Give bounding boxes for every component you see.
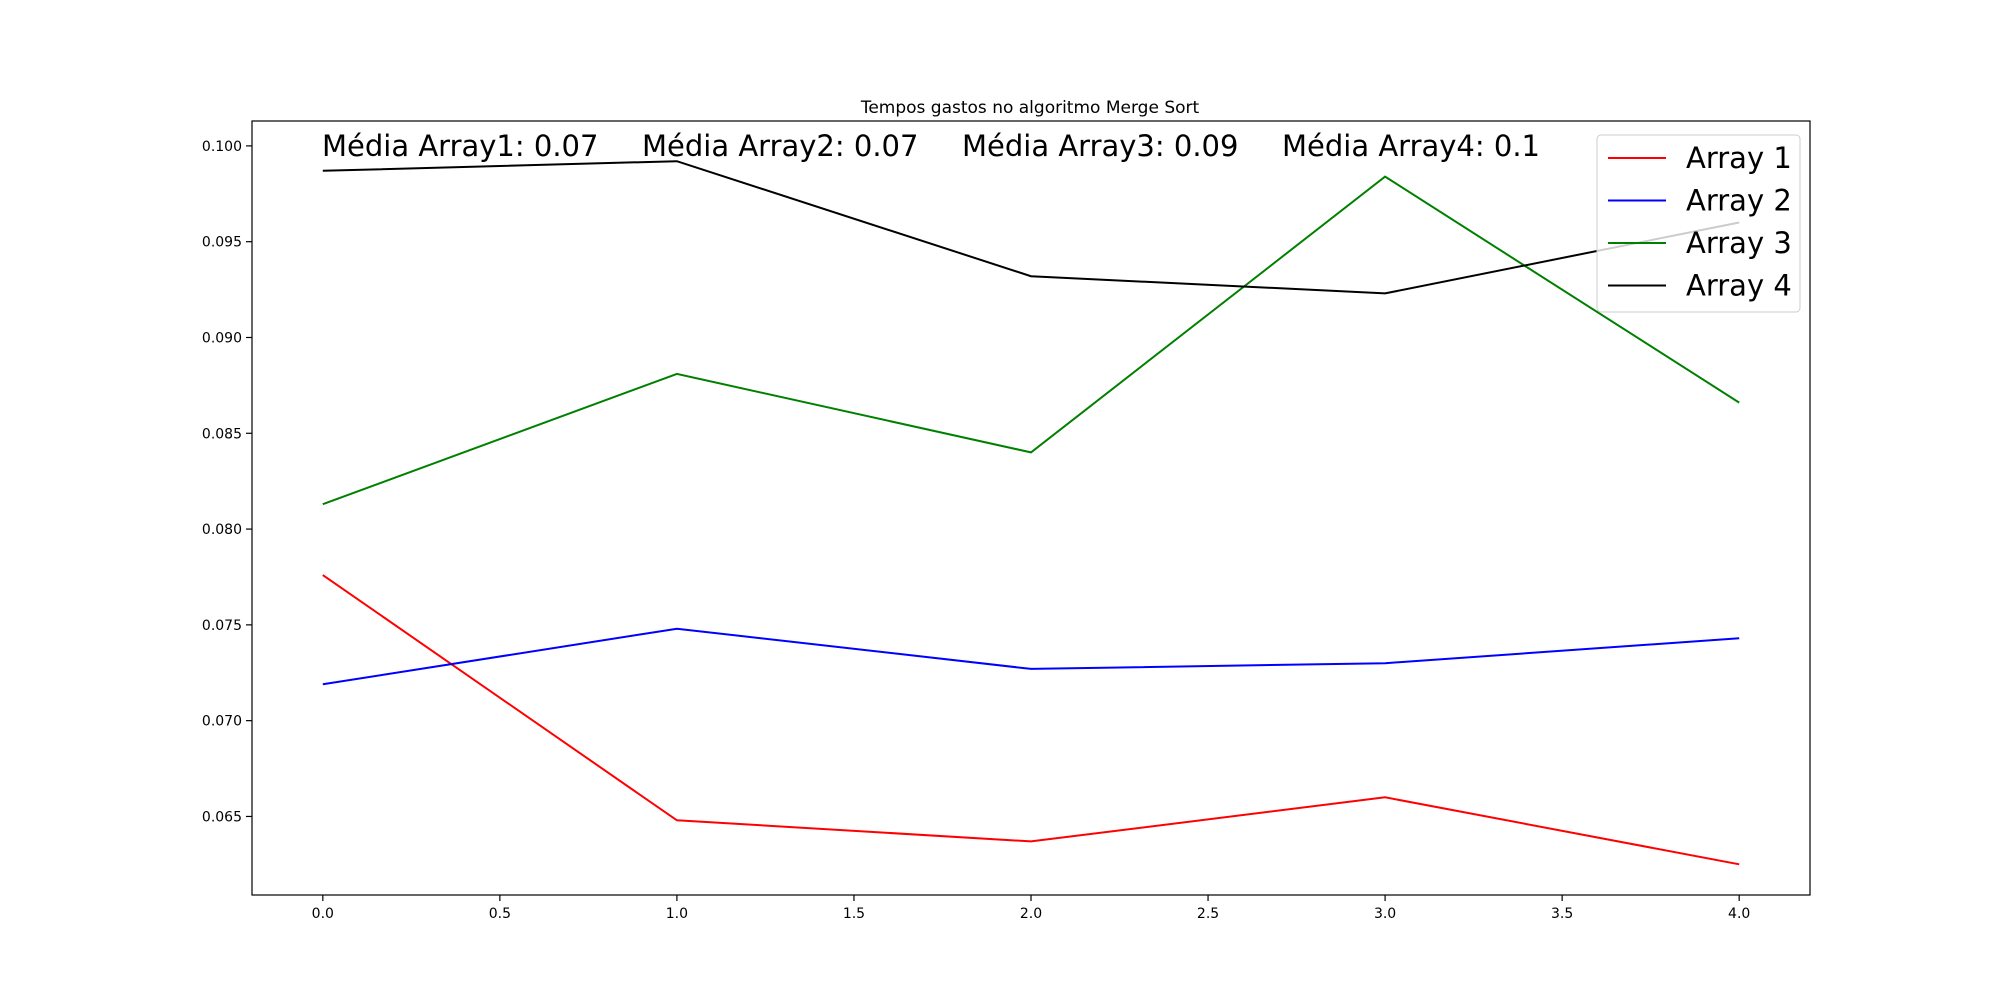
legend-label-array-4: Array 4 [1686, 269, 1792, 303]
x-tick-label: 0.5 [489, 906, 511, 922]
series-line-array-1 [322, 574, 1740, 866]
annotations: Média Array1: 0.07 Média Array2: 0.07 Médi… [322, 129, 1540, 163]
legend-label-array-1: Array 1 [1686, 141, 1792, 175]
series-line-array-3 [322, 175, 1740, 506]
mean-annotation-3: Média Array3: 0.09 [962, 129, 1238, 163]
series-lines [322, 160, 1740, 866]
mean-annotation-4: Média Array4: 0.1 [1282, 129, 1540, 163]
y-tick-label: 0.065 [202, 809, 242, 825]
plot-frame [251, 120, 1811, 896]
x-tick-label: 1.0 [666, 906, 688, 922]
series-line-array-4 [322, 160, 1740, 295]
y-tick-label: 0.095 [202, 235, 242, 251]
x-tick-label: 3.0 [1374, 906, 1396, 922]
legend-box [1596, 134, 1801, 313]
x-tick-label: 2.0 [1020, 906, 1042, 922]
y-tick-label: 0.080 [202, 522, 242, 538]
x-tick-label: 2.5 [1197, 906, 1219, 922]
y-axis: 0.065 0.070 0.075 0.080 0.085 0.090 0.095 0.100 [202, 139, 252, 825]
y-tick-label: 0.090 [202, 330, 242, 346]
y-tick-label: 0.100 [202, 139, 242, 155]
x-tick-label: 0.0 [312, 906, 334, 922]
legend-label-array-3: Array 3 [1686, 226, 1792, 260]
legend-label-array-2: Array 2 [1686, 184, 1792, 218]
x-tick-label: 3.5 [1551, 906, 1573, 922]
y-tick-label: 0.070 [202, 714, 242, 730]
chart-title: Tempos gastos no algoritmo Merge Sort [860, 98, 1200, 118]
x-tick-label: 1.5 [843, 906, 865, 922]
mean-annotation-2: Média Array2: 0.07 [642, 129, 918, 163]
y-tick-label: 0.075 [202, 618, 242, 634]
mean-annotation-1: Média Array1: 0.07 [322, 129, 598, 163]
legend: Array 1 Array 2 Array 3 Array 4 [1596, 134, 1801, 313]
series-line-array-2 [322, 627, 1740, 686]
y-tick-label: 0.085 [202, 426, 242, 442]
x-tick-label: 4.0 [1728, 906, 1750, 922]
x-axis: 0.0 0.5 1.0 1.5 2.0 2.5 3.0 3.5 4.0 [312, 895, 1750, 922]
